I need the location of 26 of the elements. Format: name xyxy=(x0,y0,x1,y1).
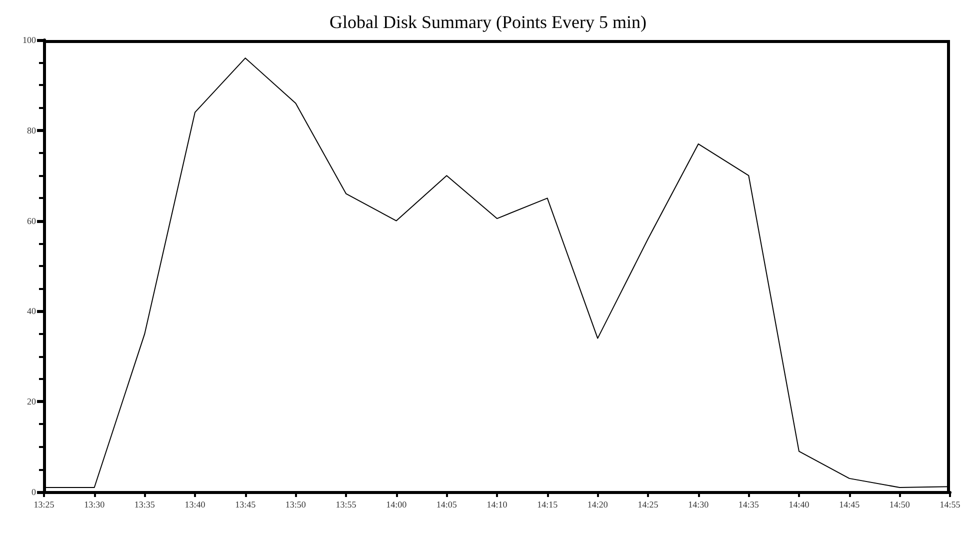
y-tick-label: 100 xyxy=(22,35,36,45)
x-tick-label: 14:15 xyxy=(537,500,558,510)
y-tick-label: 0 xyxy=(32,487,36,497)
x-tick-label: 13:55 xyxy=(336,500,357,510)
x-tick-label: 14:00 xyxy=(386,500,408,510)
x-tick-label: 13:50 xyxy=(285,500,306,510)
x-tick-label: 13:40 xyxy=(184,500,206,510)
x-tick-label: 14:40 xyxy=(788,500,810,510)
y-tick-label: 60 xyxy=(27,216,36,226)
chart-title: Global Disk Summary (Points Every 5 min) xyxy=(330,12,646,32)
x-tick-label: 13:25 xyxy=(34,500,55,510)
y-tick-label: 80 xyxy=(27,125,36,136)
x-tick-label: 13:30 xyxy=(84,500,106,510)
x-tick-label: 14:20 xyxy=(587,500,608,510)
x-tick-label: 14:50 xyxy=(889,500,910,510)
x-tick-label: 14:35 xyxy=(738,500,760,510)
x-tick-label: 14:45 xyxy=(839,500,860,510)
x-tick-label: 14:10 xyxy=(486,500,508,510)
x-tick-label: 13:35 xyxy=(134,500,156,510)
x-tick-label: 14:05 xyxy=(436,500,458,510)
x-tick-label: 13:45 xyxy=(235,500,256,510)
x-tick-label: 14:30 xyxy=(688,500,710,510)
y-tick-label: 20 xyxy=(27,396,36,407)
y-tick-label: 40 xyxy=(27,306,36,316)
x-tick-label: 14:55 xyxy=(940,500,961,510)
x-tick-label: 14:25 xyxy=(638,500,659,510)
